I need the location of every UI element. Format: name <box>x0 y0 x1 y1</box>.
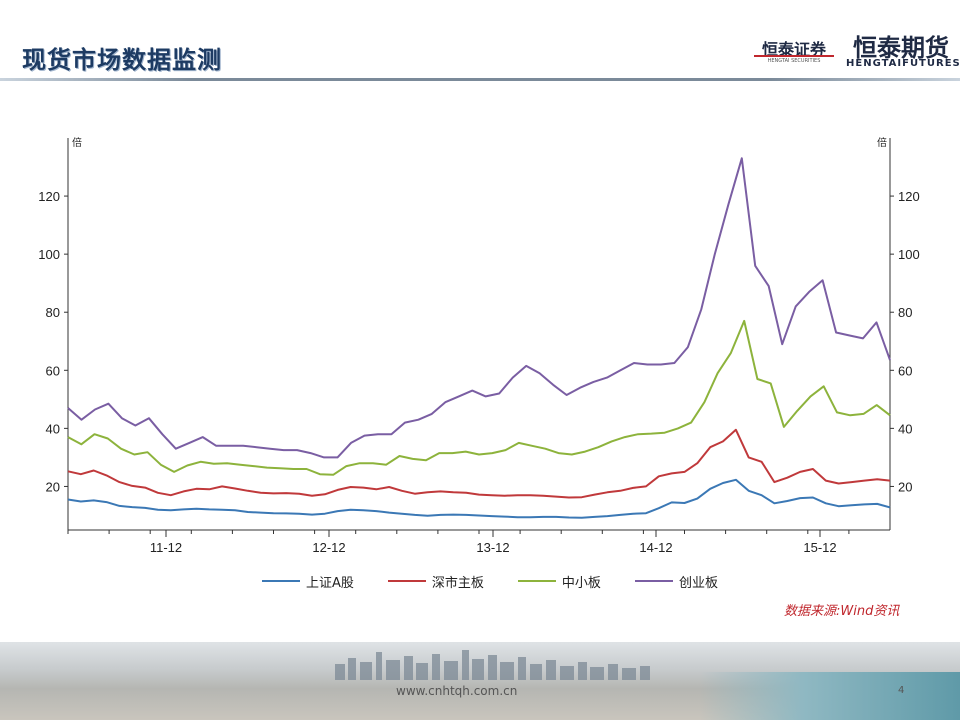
left-y-tick-label: 20 <box>46 479 60 494</box>
left-unit-label: 倍 <box>72 136 82 149</box>
legend-label: 创业板 <box>678 575 718 591</box>
logo-securities-subtext: HENGTAI SECURITIES <box>767 58 821 64</box>
x-tick-label: 14-12 <box>639 540 672 555</box>
hengtai-securities-logo: 恒泰证券 HENGTAI SECURITIES <box>752 36 836 68</box>
title-divider <box>0 78 960 81</box>
legend-label: 中小板 <box>561 575 601 591</box>
legend-label: 深市主板 <box>431 575 484 591</box>
left-y-tick-label: 100 <box>38 247 60 262</box>
right-y-tick-label: 120 <box>898 189 920 204</box>
x-tick-label: 13-12 <box>476 540 509 555</box>
slide-header: 现货市场数据监测 恒泰证券 HENGTAI SECURITIES 恒泰期货 HE… <box>0 0 960 90</box>
legend-item: 创业板 <box>634 571 718 591</box>
data-source-note: 数据来源:Wind资讯 <box>784 604 900 619</box>
right-y-tick-label: 20 <box>898 479 912 494</box>
series-line-深市主板 <box>67 428 891 499</box>
x-tick-label: 12-12 <box>312 540 345 555</box>
left-y-tick-label: 60 <box>46 363 60 378</box>
legend-item: 上证A股 <box>262 571 354 591</box>
legend-swatch <box>262 580 300 582</box>
left-y-tick-label: 120 <box>38 189 60 204</box>
city-skyline-image <box>335 650 650 680</box>
right-y-tick-label: 100 <box>898 247 920 262</box>
logo-futures-text: 恒泰期货 <box>853 34 949 62</box>
footer-url: www.cnhtqh.com.cn <box>396 684 518 698</box>
chart-series <box>67 157 891 519</box>
left-y-tick-label: 40 <box>46 421 60 436</box>
right-y-tick-label: 80 <box>898 305 912 320</box>
hengtai-futures-logo: 恒泰期货 HENGTAIFUTURES <box>846 28 960 72</box>
series-line-中小板 <box>67 319 891 476</box>
chart-axes: 20 20 40 40 60 60 80 80 100 100 120 120 11-12 12-12 13… <box>38 138 920 555</box>
right-unit-label: 倍 <box>877 136 887 149</box>
footer-sea-graphic <box>700 672 960 720</box>
legend-item: 深市主板 <box>387 571 484 591</box>
chart-legend: 上证A股 深市主板 中小板 创业板 <box>262 571 718 591</box>
logo-securities-bar <box>754 55 834 57</box>
page-title: 现货市场数据监测 <box>22 46 222 74</box>
series-line-上证A股 <box>67 478 891 519</box>
x-tick-label: 15-12 <box>803 540 836 555</box>
legend-label: 上证A股 <box>306 575 354 591</box>
logo-securities-text: 恒泰证券 <box>761 40 826 59</box>
legend-swatch <box>387 580 426 582</box>
pe-ratio-line-chart: 20 20 40 40 60 60 80 80 100 100 120 120 11-12 12-12 13… <box>38 136 920 555</box>
logo-futures-subtext: HENGTAIFUTURES <box>846 58 960 69</box>
series-line-创业板 <box>67 157 891 459</box>
x-tick-label: 11-12 <box>150 540 182 555</box>
right-y-tick-label: 60 <box>898 363 912 378</box>
left-y-tick-label: 80 <box>46 305 60 320</box>
legend-swatch <box>517 580 556 582</box>
legend-swatch <box>634 580 673 582</box>
right-y-tick-label: 40 <box>898 421 912 436</box>
page-number: 4 <box>898 685 905 696</box>
legend-item: 中小板 <box>517 571 601 591</box>
